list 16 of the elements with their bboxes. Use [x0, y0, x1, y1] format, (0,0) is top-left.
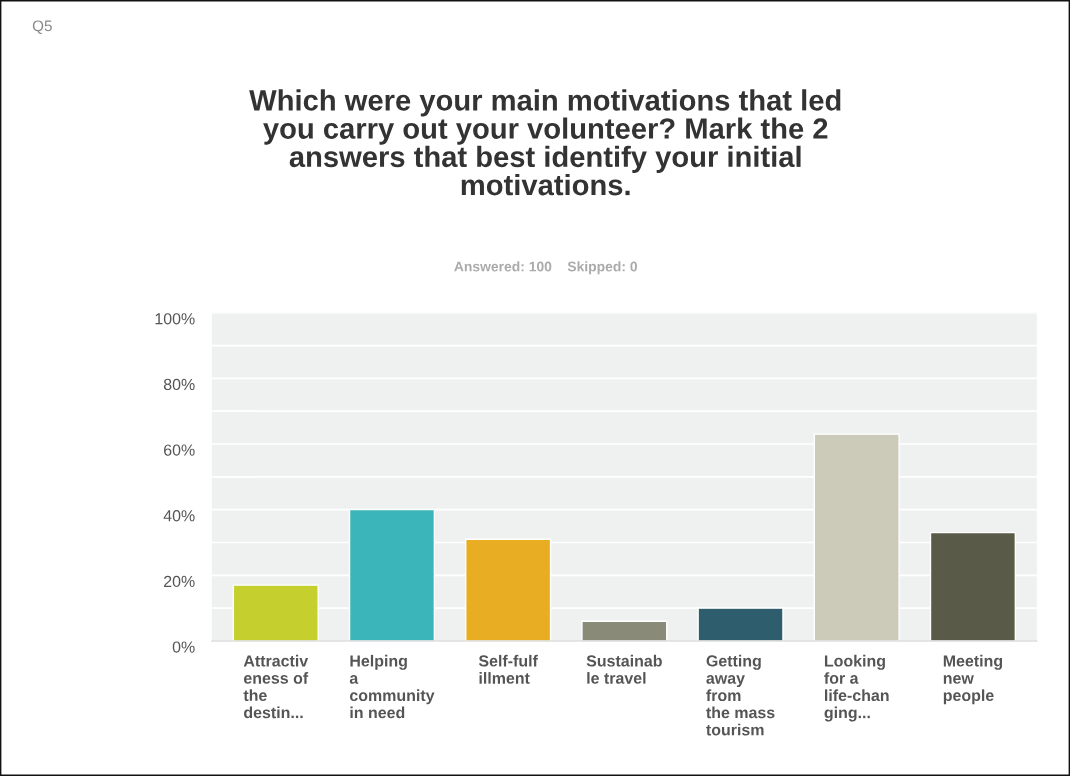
x-tick-label: Meeting new people	[943, 654, 1003, 705]
x-tick-label: Attractiv eness of the destin...	[243, 654, 309, 719]
x-tick-label: Looking for a life-chan ging...	[824, 654, 889, 722]
y-tick-label: 80%	[163, 378, 195, 391]
x-tick-label: Helping a community in need	[349, 654, 435, 719]
y-tick-label: 20%	[164, 575, 195, 588]
y-tick-label: 0%	[172, 641, 195, 653]
x-tick-label: Self-fulf illment	[478, 654, 538, 684]
text: Q5	[32, 20, 52, 34]
x-tick-label: Sustainab le travel	[586, 654, 662, 684]
chart-title: Which were your main motivations that led you carry out your volunteer? Mark the 2 answers that best identify your initial motivations.	[249, 89, 841, 196]
x-tick-label: Getting away from the mass tourism	[706, 654, 775, 736]
y-tick-label: 100%	[155, 313, 195, 325]
y-tick-label: 40%	[163, 510, 195, 522]
chart-subtitle: Answered: 100 Skipped: 0	[454, 261, 637, 275]
y-tick-label: 60%	[164, 444, 195, 456]
